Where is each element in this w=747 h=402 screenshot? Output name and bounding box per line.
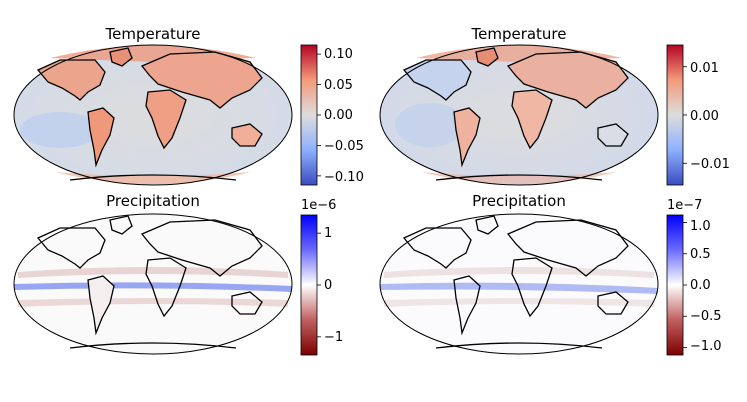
land-africa xyxy=(511,89,553,150)
land-greenland xyxy=(475,47,499,67)
colorbar-ticks xyxy=(317,53,321,177)
map-outline xyxy=(379,213,659,355)
colorbar-ticks xyxy=(683,66,687,164)
colorbar-tick-label: −0.10 xyxy=(324,170,364,185)
colorbar-tick-label: −0.05 xyxy=(324,139,364,154)
land-north-america xyxy=(402,227,472,269)
land-africa xyxy=(511,257,553,318)
land-australia xyxy=(597,123,629,147)
colorbar-tick-labels: 1.0 0.5 0.0 −0.5 −1.0 xyxy=(690,219,722,354)
land-africa xyxy=(145,257,187,318)
land-antarctica xyxy=(69,174,237,181)
colorbar-gradient xyxy=(666,44,684,186)
colorbar-gradient xyxy=(300,44,318,186)
colorbar-tick-label: −0.5 xyxy=(690,309,722,324)
colorbar-tick-labels: 0.01 0.00 −0.01 xyxy=(690,61,730,172)
colorbar-tick-label: −1.0 xyxy=(690,339,722,354)
land-eurasia xyxy=(140,219,263,277)
land-north-america xyxy=(36,59,106,101)
colorbar-tick-labels: 0.10 0.05 0.00 −0.05 −0.10 xyxy=(324,47,364,185)
colorbar-tick-label: 0 xyxy=(324,278,332,293)
panel-title: Temperature xyxy=(104,25,200,43)
land-eurasia xyxy=(506,219,629,277)
map-outline xyxy=(13,44,293,186)
colorbar-tick-label: 0.5 xyxy=(690,247,711,262)
panel-title: Precipitation xyxy=(472,192,566,210)
panel-temperature-right: Temperature 0.01 0.00 −0.01 xyxy=(379,25,730,186)
dry-band-south xyxy=(384,298,654,307)
land-australia xyxy=(231,291,263,315)
land-south-america xyxy=(453,107,481,168)
cool-pacific-band xyxy=(395,103,465,147)
panel-precipitation-right: Precipitation 1e−7 1.0 0.5 0.0 −0.5 xyxy=(379,192,722,356)
land-south-america xyxy=(87,275,115,336)
colorbar-offset-label: 1e−6 xyxy=(301,198,336,213)
land-greenland xyxy=(475,215,499,235)
land-antarctica xyxy=(435,174,603,181)
panel-title: Precipitation xyxy=(106,192,200,210)
colorbar: 0.10 0.05 0.00 −0.05 −0.10 xyxy=(300,44,364,186)
dry-band-south xyxy=(18,298,288,307)
colorbar: 0.01 0.00 −0.01 xyxy=(666,44,730,186)
land-australia xyxy=(231,123,263,147)
dry-band-north xyxy=(384,267,654,278)
colorbar-tick-label: 0.05 xyxy=(324,78,353,93)
dry-band-north xyxy=(18,267,288,278)
land-south-america xyxy=(453,275,481,336)
colorbar-tick-label: 1 xyxy=(324,226,332,241)
colorbar: 1e−6 1 0 −1 xyxy=(300,198,343,356)
colorbar-ticks xyxy=(683,222,687,348)
colorbar: 1e−7 1.0 0.5 0.0 −0.5 −1.0 xyxy=(666,198,722,356)
colorbar-tick-label: 0.00 xyxy=(324,108,353,123)
colorbar-tick-label: −0.01 xyxy=(690,157,730,172)
colorbar-gradient xyxy=(666,214,684,356)
land-greenland xyxy=(109,47,133,67)
land-australia xyxy=(597,291,629,315)
land-greenland xyxy=(109,215,133,235)
map-heatmap xyxy=(379,44,659,186)
map-outline xyxy=(379,44,659,186)
colorbar-tick-label: 0.0 xyxy=(690,278,711,293)
colorbar-tick-labels: 1 0 −1 xyxy=(324,226,343,345)
land-north-america xyxy=(402,59,472,101)
colorbar-tick-label: 0.00 xyxy=(690,109,719,124)
colorbar-ticks xyxy=(317,232,321,338)
colorbar-tick-label: 0.01 xyxy=(690,61,719,76)
land-africa xyxy=(145,89,187,150)
map-heatmap xyxy=(13,44,293,186)
panel-temperature-left: Temperature 0.10 0.05 0.00 −0.05 −0.10 xyxy=(13,25,364,186)
colorbar-tick-label: 1.0 xyxy=(690,219,711,234)
panel-precipitation-left: Precipitation 1e−6 1 0 −1 xyxy=(13,192,343,356)
colorbar-tick-label: 0.10 xyxy=(324,47,353,62)
map-heatmap xyxy=(13,213,293,355)
colorbar-gradient xyxy=(300,214,318,356)
map-outline xyxy=(13,213,293,355)
colorbar-tick-label: −1 xyxy=(324,330,343,345)
land-north-america xyxy=(36,227,106,269)
colorbar-offset-label: 1e−7 xyxy=(667,198,702,213)
panel-title: Temperature xyxy=(470,25,566,43)
land-south-america xyxy=(87,107,115,168)
map-heatmap xyxy=(379,213,659,355)
cool-pacific-band xyxy=(20,112,100,148)
